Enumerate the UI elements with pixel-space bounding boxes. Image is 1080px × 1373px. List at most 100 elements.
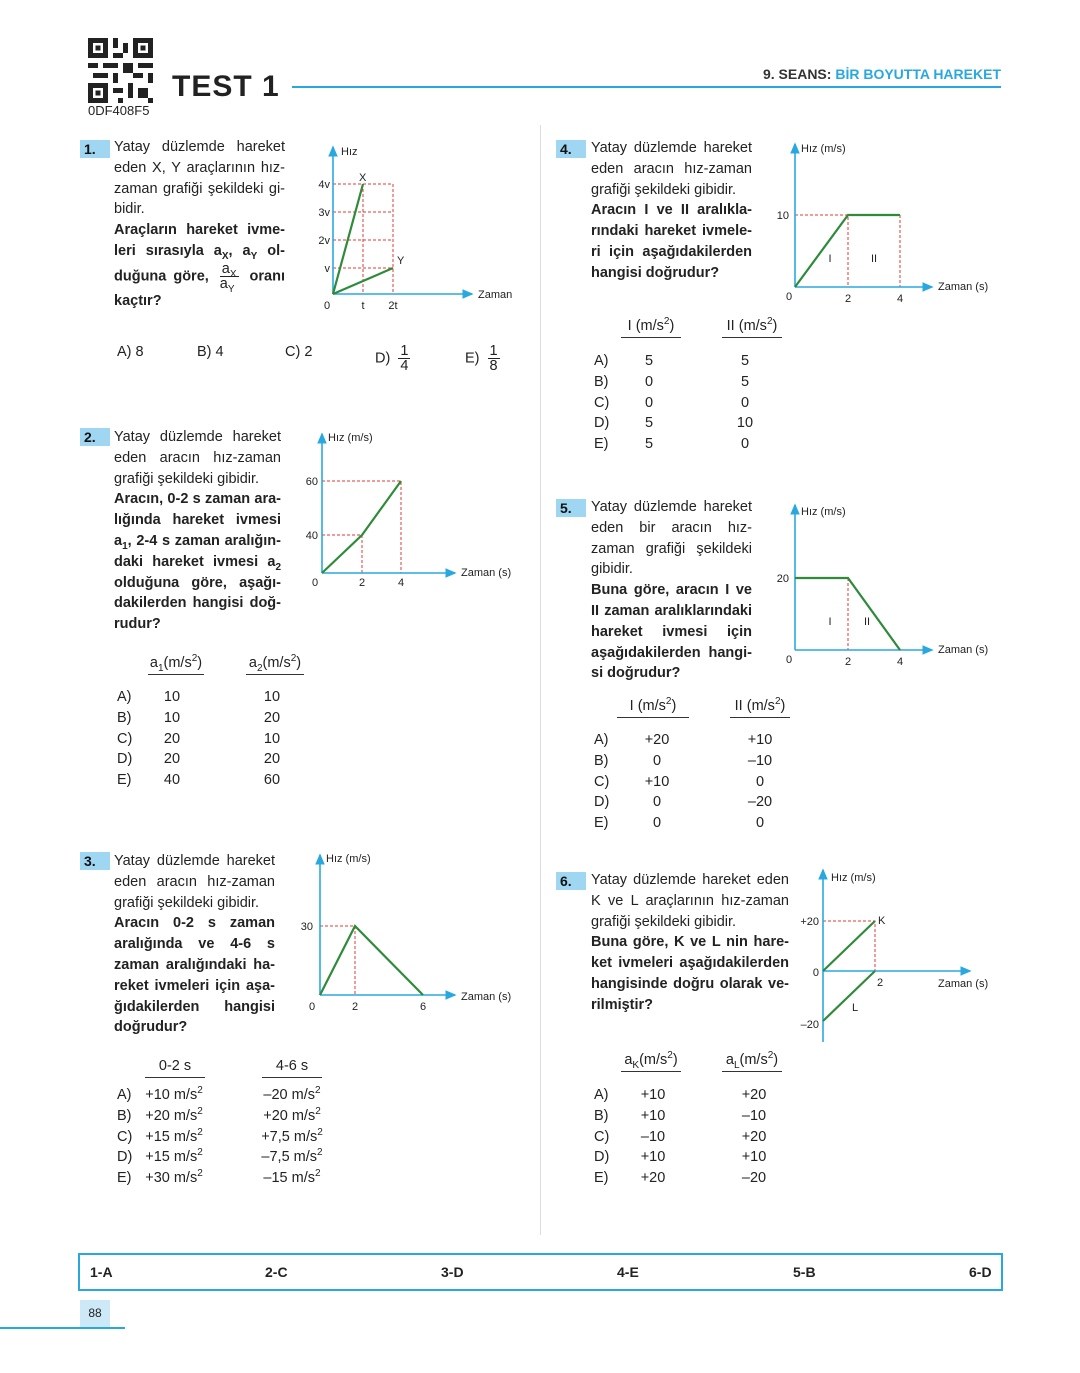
text-line: dakilerden hangisi doğ- [114, 593, 281, 614]
text: Yatay düzlemde hareket [591, 499, 752, 515]
text: +20 [741, 1128, 767, 1145]
option-value: 0 [645, 395, 653, 411]
text-line: grafiği şekildeki gibidir. [591, 180, 752, 201]
text: ket ivmeleri aşağıdakilerden [591, 955, 789, 972]
table-header: a2(m/s2) [246, 654, 304, 675]
option-letter[interactable]: B) [594, 752, 609, 769]
text: 20 [163, 751, 181, 768]
session-heading: 9. SEANS: BİR BOYUTTA HAREKET [763, 66, 1001, 82]
text: I (m/s [629, 698, 666, 714]
option-letter[interactable]: A) [117, 1087, 132, 1103]
option-letter[interactable]: B) [594, 373, 609, 390]
text: a [248, 655, 257, 671]
option-letter[interactable]: C) [594, 394, 610, 411]
option-letter[interactable]: D) [117, 1149, 133, 1166]
text: II (m/s [726, 318, 767, 334]
subscript: 1 [122, 540, 128, 552]
x-tick: 0 [324, 300, 330, 312]
subscript: X [221, 250, 229, 262]
text: hareket ivmesi için [591, 623, 752, 640]
option-letter[interactable]: D) [594, 415, 610, 432]
option-letter[interactable]: A) [594, 1087, 609, 1103]
superscript: 2 [197, 1085, 203, 1097]
text: , 2-4 s zaman aralığın- [127, 532, 281, 549]
option-letter[interactable]: B) [117, 709, 132, 726]
page-number: 88 [80, 1300, 110, 1327]
option-value: 5 [741, 374, 749, 390]
option-value: +20 m/s2 [145, 1105, 203, 1124]
option-value: 5 [741, 353, 749, 369]
superscript: 2 [191, 653, 198, 665]
text: zaman grafiği şekildeki [591, 540, 752, 557]
text: a [114, 532, 123, 549]
option-letter[interactable]: A) [594, 353, 609, 369]
option-letter[interactable]: B) [117, 1107, 132, 1124]
text: a [725, 1052, 734, 1068]
option-value: –10 [748, 753, 772, 769]
x-tick: 4 [897, 293, 903, 305]
option-value: +20 [742, 1087, 767, 1103]
option-value: 20 [264, 710, 280, 726]
option-letter[interactable]: D) [594, 1149, 610, 1166]
option-value: +20 m/s2 [263, 1106, 321, 1124]
text: grafiği şekildeki gibidir. [114, 894, 260, 911]
text: Araçların hareket ivme- [114, 222, 285, 239]
x-tick: 2 [877, 977, 883, 989]
text: (m/s [163, 655, 192, 671]
option-value: 0 [645, 374, 653, 390]
option-letter[interactable]: D) [117, 751, 133, 768]
answer-option[interactable]: A) 8 [117, 344, 144, 360]
graph-q6: Hız (m/s) Zaman (s) +20 0 –20 2 K L [800, 868, 988, 1042]
option-letter[interactable]: C) [117, 730, 133, 747]
text: a [624, 1052, 633, 1068]
option-letter[interactable]: A) [594, 732, 609, 748]
option-letter[interactable]: E) [594, 1170, 609, 1187]
text: aşağıdakilerden hangi- [591, 644, 752, 661]
x-tick: 4 [897, 656, 903, 668]
text: +10 [741, 1149, 767, 1166]
y-tick: v [325, 263, 331, 275]
option-letter[interactable]: E) [594, 815, 609, 832]
answer-option[interactable]: B) 4 [197, 344, 224, 360]
text-line: gibidir. [591, 559, 752, 580]
text: +20 [640, 1170, 666, 1187]
option-letter[interactable]: E) [594, 436, 609, 453]
x-tick: 0 [786, 291, 792, 303]
text-line: Yatay düzlemde hareket [114, 137, 285, 158]
option-letter[interactable]: C) [117, 1128, 133, 1145]
option-letter[interactable]: B) [594, 1107, 609, 1124]
text: +20 m/s [145, 1107, 198, 1124]
text: 8 [489, 358, 498, 374]
text-line: zaman grafiği şekildeki gi- [114, 179, 285, 200]
answer-option[interactable]: C) 2 [285, 344, 312, 360]
option-value: 20 [164, 751, 180, 767]
text-line: zaman aralığındaki ha- [114, 955, 275, 976]
answer-key-item: 3-D [441, 1264, 464, 1280]
superscript: 2 [197, 1105, 203, 1117]
text: K ve L araçlarının hız-zaman [591, 892, 789, 909]
text: oranı [242, 268, 285, 285]
text-line: Araçların hareket ivme- [114, 220, 285, 241]
text: –20 [741, 1170, 767, 1187]
x-axis-label: Zaman (s) [938, 644, 988, 656]
text: bidir. [114, 201, 145, 218]
option-letter[interactable]: E) [117, 1170, 132, 1187]
option-letter[interactable]: E) [117, 772, 132, 789]
option-value: 40 [164, 772, 180, 788]
text: +20 m/s [263, 1107, 316, 1124]
option-value: 0 [741, 436, 749, 452]
text-line: hangisi doğrudur? [591, 263, 752, 284]
text-line: olduğuna göre, aşağı- [114, 573, 281, 594]
text: 1 [489, 343, 498, 359]
text: 4 [400, 358, 409, 374]
option-letter[interactable]: C) [594, 1128, 610, 1145]
text: ) [671, 698, 677, 714]
text: kaçtır? [114, 292, 162, 309]
option-letter[interactable]: A) [117, 689, 132, 705]
text-line: eden aracın hız-zaman [114, 448, 281, 469]
option-letter[interactable]: D) [594, 794, 610, 811]
option-letter[interactable]: C) [594, 773, 610, 790]
answer-key-item: 6-D [969, 1264, 992, 1280]
